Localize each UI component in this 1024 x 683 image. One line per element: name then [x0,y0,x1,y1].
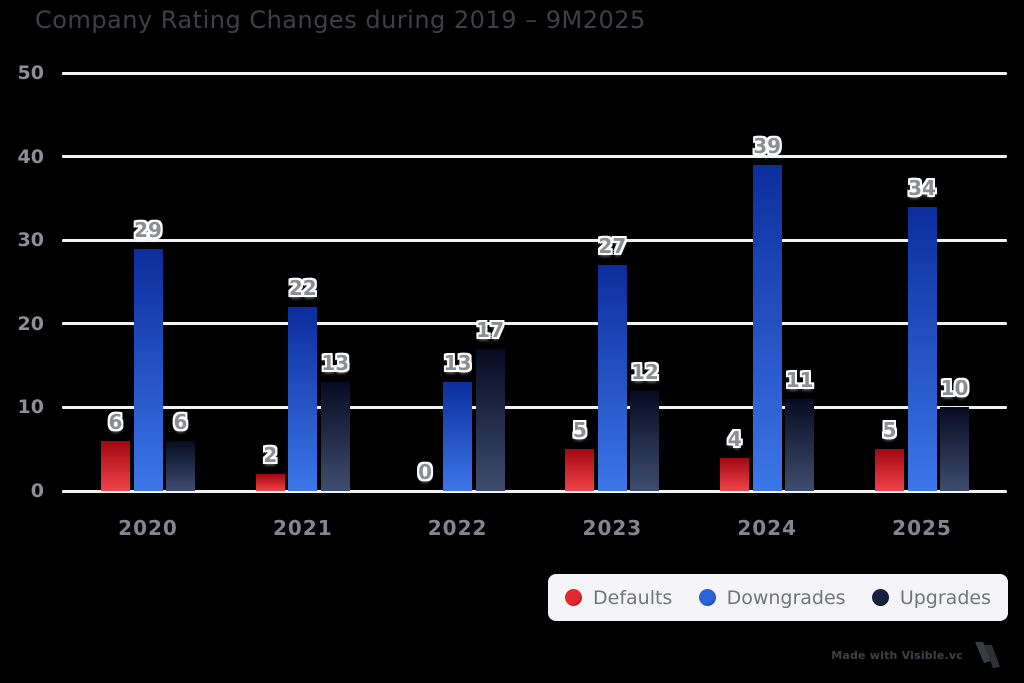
legend-swatch-icon [871,589,889,606]
value-label-downgrades-2020: 29 [134,217,162,242]
value-label-downgrades-2024: 39 [753,133,782,158]
y-axis-tick: 40 [17,145,44,168]
legend-label: Defaults [593,586,673,609]
value-label-downgrades-2023: 27 [598,234,627,259]
visible-vc-logo-icon [972,641,1002,669]
legend: Defaults Downgrades Upgrades [548,574,1008,621]
x-axis-label-2025: 2025 [892,516,952,540]
bar-downgrades-2022 [443,382,473,491]
value-label-downgrades-2022: 13 [443,351,472,376]
y-axis-tick: 30 [17,229,44,252]
x-axis-label-2022: 2022 [427,516,488,540]
value-label-defaults-2020: 6 [108,409,123,434]
bar-downgrades-2024 [752,164,782,491]
y-axis-tick: 50 [17,62,44,84]
legend-swatch-icon [698,589,716,606]
value-label-upgrades-2023: 12 [630,359,659,384]
y-axis-tick: 10 [17,396,44,419]
y-axis-tick: 20 [17,312,44,335]
gridline [62,238,1007,242]
legend-label: Downgrades [726,586,846,609]
value-label-downgrades-2021: 22 [288,276,317,301]
x-axis-label-2023: 2023 [582,516,643,540]
legend-item-defaults: Defaults [565,587,672,609]
x-axis-label-2020: 2020 [118,516,178,540]
value-label-defaults-2023: 5 [572,418,587,443]
value-label-defaults-2021: 2 [263,443,278,468]
legend-label: Upgrades [899,586,991,609]
y-axis-tick: 0 [30,480,44,502]
x-axis-label-2021: 2021 [272,516,333,540]
bar-defaults-2025 [875,449,904,491]
value-label-defaults-2025: 5 [882,418,897,443]
bar-defaults-2020 [101,440,130,491]
chart-title: Company Rating Changes during 2019 – 9M2… [35,6,646,34]
bar-downgrades-2021 [288,307,318,491]
gridline [62,322,1007,326]
bar-defaults-2021 [255,474,285,491]
watermark: Made with Visible.vc [831,641,1002,669]
bar-upgrades-2023 [630,390,660,491]
x-axis-label-2024: 2024 [737,516,798,540]
value-label-upgrades-2024: 11 [785,368,814,393]
value-label-upgrades-2020: 6 [173,409,188,434]
bar-upgrades-2025 [940,407,969,491]
gridline [62,489,1007,493]
value-label-upgrades-2022: 17 [476,317,505,342]
watermark-text: Made with Visible.vc [831,648,963,662]
value-label-defaults-2022: 0 [418,460,433,484]
value-label-upgrades-2021: 13 [321,351,350,376]
bar-downgrades-2020 [133,248,163,491]
value-label-upgrades-2025: 10 [940,376,969,401]
bar-downgrades-2023 [597,265,627,491]
value-label-downgrades-2025: 34 [908,175,936,200]
bar-upgrades-2022 [475,348,505,491]
bar-upgrades-2024 [785,399,815,491]
legend-item-upgrades: Upgrades [871,586,991,609]
gridline [62,155,1007,159]
bar-downgrades-2025 [907,206,937,491]
bar-defaults-2024 [720,457,750,491]
legend-swatch-icon [565,589,582,606]
value-label-defaults-2024: 4 [727,426,742,451]
bar-upgrades-2020 [166,440,195,491]
bar-upgrades-2021 [320,382,350,491]
gridline [62,71,1007,75]
bar-defaults-2023 [565,449,595,491]
legend-item-downgrades: Downgrades [698,586,846,609]
gridline [62,405,1007,409]
